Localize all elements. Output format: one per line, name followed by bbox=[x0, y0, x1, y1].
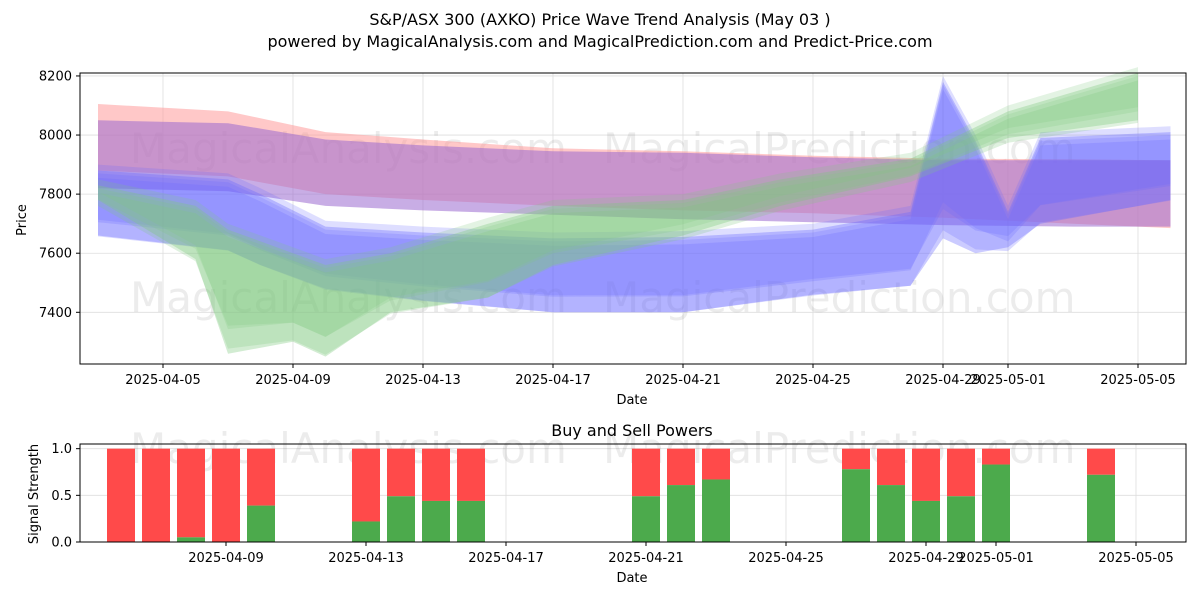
sell-power-bar bbox=[177, 448, 205, 538]
buy-power-bar bbox=[912, 500, 940, 542]
buy-sell-y-axis: 0.0 0.5 1.0 bbox=[51, 442, 80, 551]
price-x-tick-label: 2025-04-13 bbox=[385, 373, 461, 388]
buy-sell-bars bbox=[107, 448, 1115, 542]
sell-power-bar bbox=[667, 448, 695, 486]
sell-power-bar bbox=[387, 448, 415, 497]
buy-sell-x-tick-label: 2025-04-13 bbox=[328, 551, 404, 566]
price-x-tick-label: 2025-05-05 bbox=[1100, 373, 1176, 388]
price-y-tick-label: 7400 bbox=[39, 306, 72, 321]
chart-subtitle: powered by MagicalAnalysis.com and Magic… bbox=[267, 32, 932, 51]
buy-sell-plot-frame bbox=[79, 443, 1187, 543]
buy-sell-y-tick-label: 0.0 bbox=[51, 536, 72, 551]
sell-power-bar bbox=[457, 448, 485, 501]
sell-power-bar bbox=[877, 448, 905, 486]
watermark-text: MagicalAnalysis.com bbox=[130, 273, 567, 322]
sell-power-bar bbox=[912, 448, 940, 501]
price-x-tick-label: 2025-04-29 bbox=[905, 373, 981, 388]
price-wave-band bbox=[98, 73, 1138, 357]
buy-power-bar bbox=[177, 537, 205, 542]
sell-power-bar bbox=[842, 448, 870, 470]
price-wave-band bbox=[98, 120, 1171, 227]
sell-power-bar bbox=[107, 448, 135, 542]
price-y-tick-label: 8200 bbox=[39, 69, 72, 84]
buy-power-bar bbox=[947, 496, 975, 542]
sell-power-bar bbox=[247, 448, 275, 506]
buy-power-bar bbox=[842, 469, 870, 542]
buy-sell-plot: Buy and Sell Powers MagicalAnalysis.com … bbox=[27, 421, 1187, 586]
buy-sell-x-tick-label: 2025-04-09 bbox=[188, 551, 264, 566]
buy-sell-title: Buy and Sell Powers bbox=[551, 421, 713, 440]
price-wave-band bbox=[98, 89, 1171, 313]
buy-power-bar bbox=[982, 464, 1010, 542]
sell-power-bar bbox=[947, 448, 975, 497]
buy-sell-x-tick-label: 2025-04-29 bbox=[888, 551, 964, 566]
price-x-tick-label: 2025-04-25 bbox=[775, 373, 851, 388]
buy-sell-x-tick-label: 2025-05-01 bbox=[958, 551, 1034, 566]
chart-title: S&P/ASX 300 (AXKO) Price Wave Trend Anal… bbox=[369, 10, 830, 29]
buy-power-bar bbox=[667, 485, 695, 542]
price-x-tick-label: 2025-05-01 bbox=[970, 373, 1046, 388]
price-series bbox=[98, 67, 1171, 357]
price-y-tick-label: 7600 bbox=[39, 247, 72, 262]
price-y-tick-label: 8000 bbox=[39, 129, 72, 144]
sell-power-bar bbox=[422, 448, 450, 501]
price-x-label: Date bbox=[616, 393, 647, 408]
sell-power-bar bbox=[982, 448, 1010, 465]
buy-power-bar bbox=[457, 500, 485, 542]
buy-sell-y-label: Signal Strength bbox=[27, 444, 42, 544]
buy-sell-x-axis: 2025-04-09 2025-04-13 2025-04-17 2025-04-21… bbox=[188, 542, 1174, 566]
buy-sell-y-tick-label: 0.5 bbox=[51, 489, 72, 504]
sell-power-bar bbox=[352, 448, 380, 522]
price-plot-frame bbox=[79, 72, 1187, 365]
price-wave-band bbox=[98, 67, 1138, 337]
buy-power-bar bbox=[352, 521, 380, 542]
sell-power-bar bbox=[632, 448, 660, 497]
price-y-label: Price bbox=[15, 204, 30, 236]
buy-power-bar bbox=[632, 496, 660, 542]
buy-sell-x-tick-label: 2025-04-25 bbox=[748, 551, 824, 566]
price-x-axis: 2025-04-05 2025-04-09 2025-04-13 2025-04-17… bbox=[125, 364, 1176, 388]
price-x-tick-label: 2025-04-05 bbox=[125, 373, 201, 388]
price-wave-plot: MagicalAnalysis.com MagicalPrediction.co… bbox=[15, 67, 1187, 408]
sell-power-bar bbox=[1087, 448, 1115, 475]
price-y-tick-label: 7800 bbox=[39, 188, 72, 203]
sell-power-bar bbox=[702, 448, 730, 480]
buy-power-bar bbox=[422, 500, 450, 542]
buy-sell-x-tick-label: 2025-04-17 bbox=[468, 551, 544, 566]
price-wave-band bbox=[98, 76, 1138, 337]
price-x-tick-label: 2025-04-21 bbox=[645, 373, 721, 388]
buy-power-bar bbox=[387, 496, 415, 542]
price-x-tick-label: 2025-04-17 bbox=[515, 373, 591, 388]
price-wave-band bbox=[98, 80, 1138, 355]
buy-sell-x-tick-label: 2025-05-05 bbox=[1098, 551, 1174, 566]
price-wave-band bbox=[98, 76, 1171, 296]
sell-power-bar bbox=[142, 448, 170, 542]
price-y-axis: 7400 7600 7800 8000 8200 bbox=[39, 69, 80, 321]
buy-sell-x-tick-label: 2025-04-21 bbox=[608, 551, 684, 566]
buy-power-bar bbox=[1087, 474, 1115, 542]
price-x-tick-label: 2025-04-09 bbox=[255, 373, 331, 388]
buy-sell-y-tick-label: 1.0 bbox=[51, 442, 72, 457]
buy-power-bar bbox=[702, 479, 730, 542]
buy-sell-x-label: Date bbox=[616, 571, 647, 586]
watermark-text: MagicalPrediction.com bbox=[603, 273, 1076, 322]
sell-power-bar bbox=[212, 448, 240, 542]
price-wave-band bbox=[98, 84, 1171, 297]
buy-power-bar bbox=[247, 505, 275, 542]
buy-power-bar bbox=[877, 485, 905, 542]
price-wave-band bbox=[98, 81, 1171, 313]
